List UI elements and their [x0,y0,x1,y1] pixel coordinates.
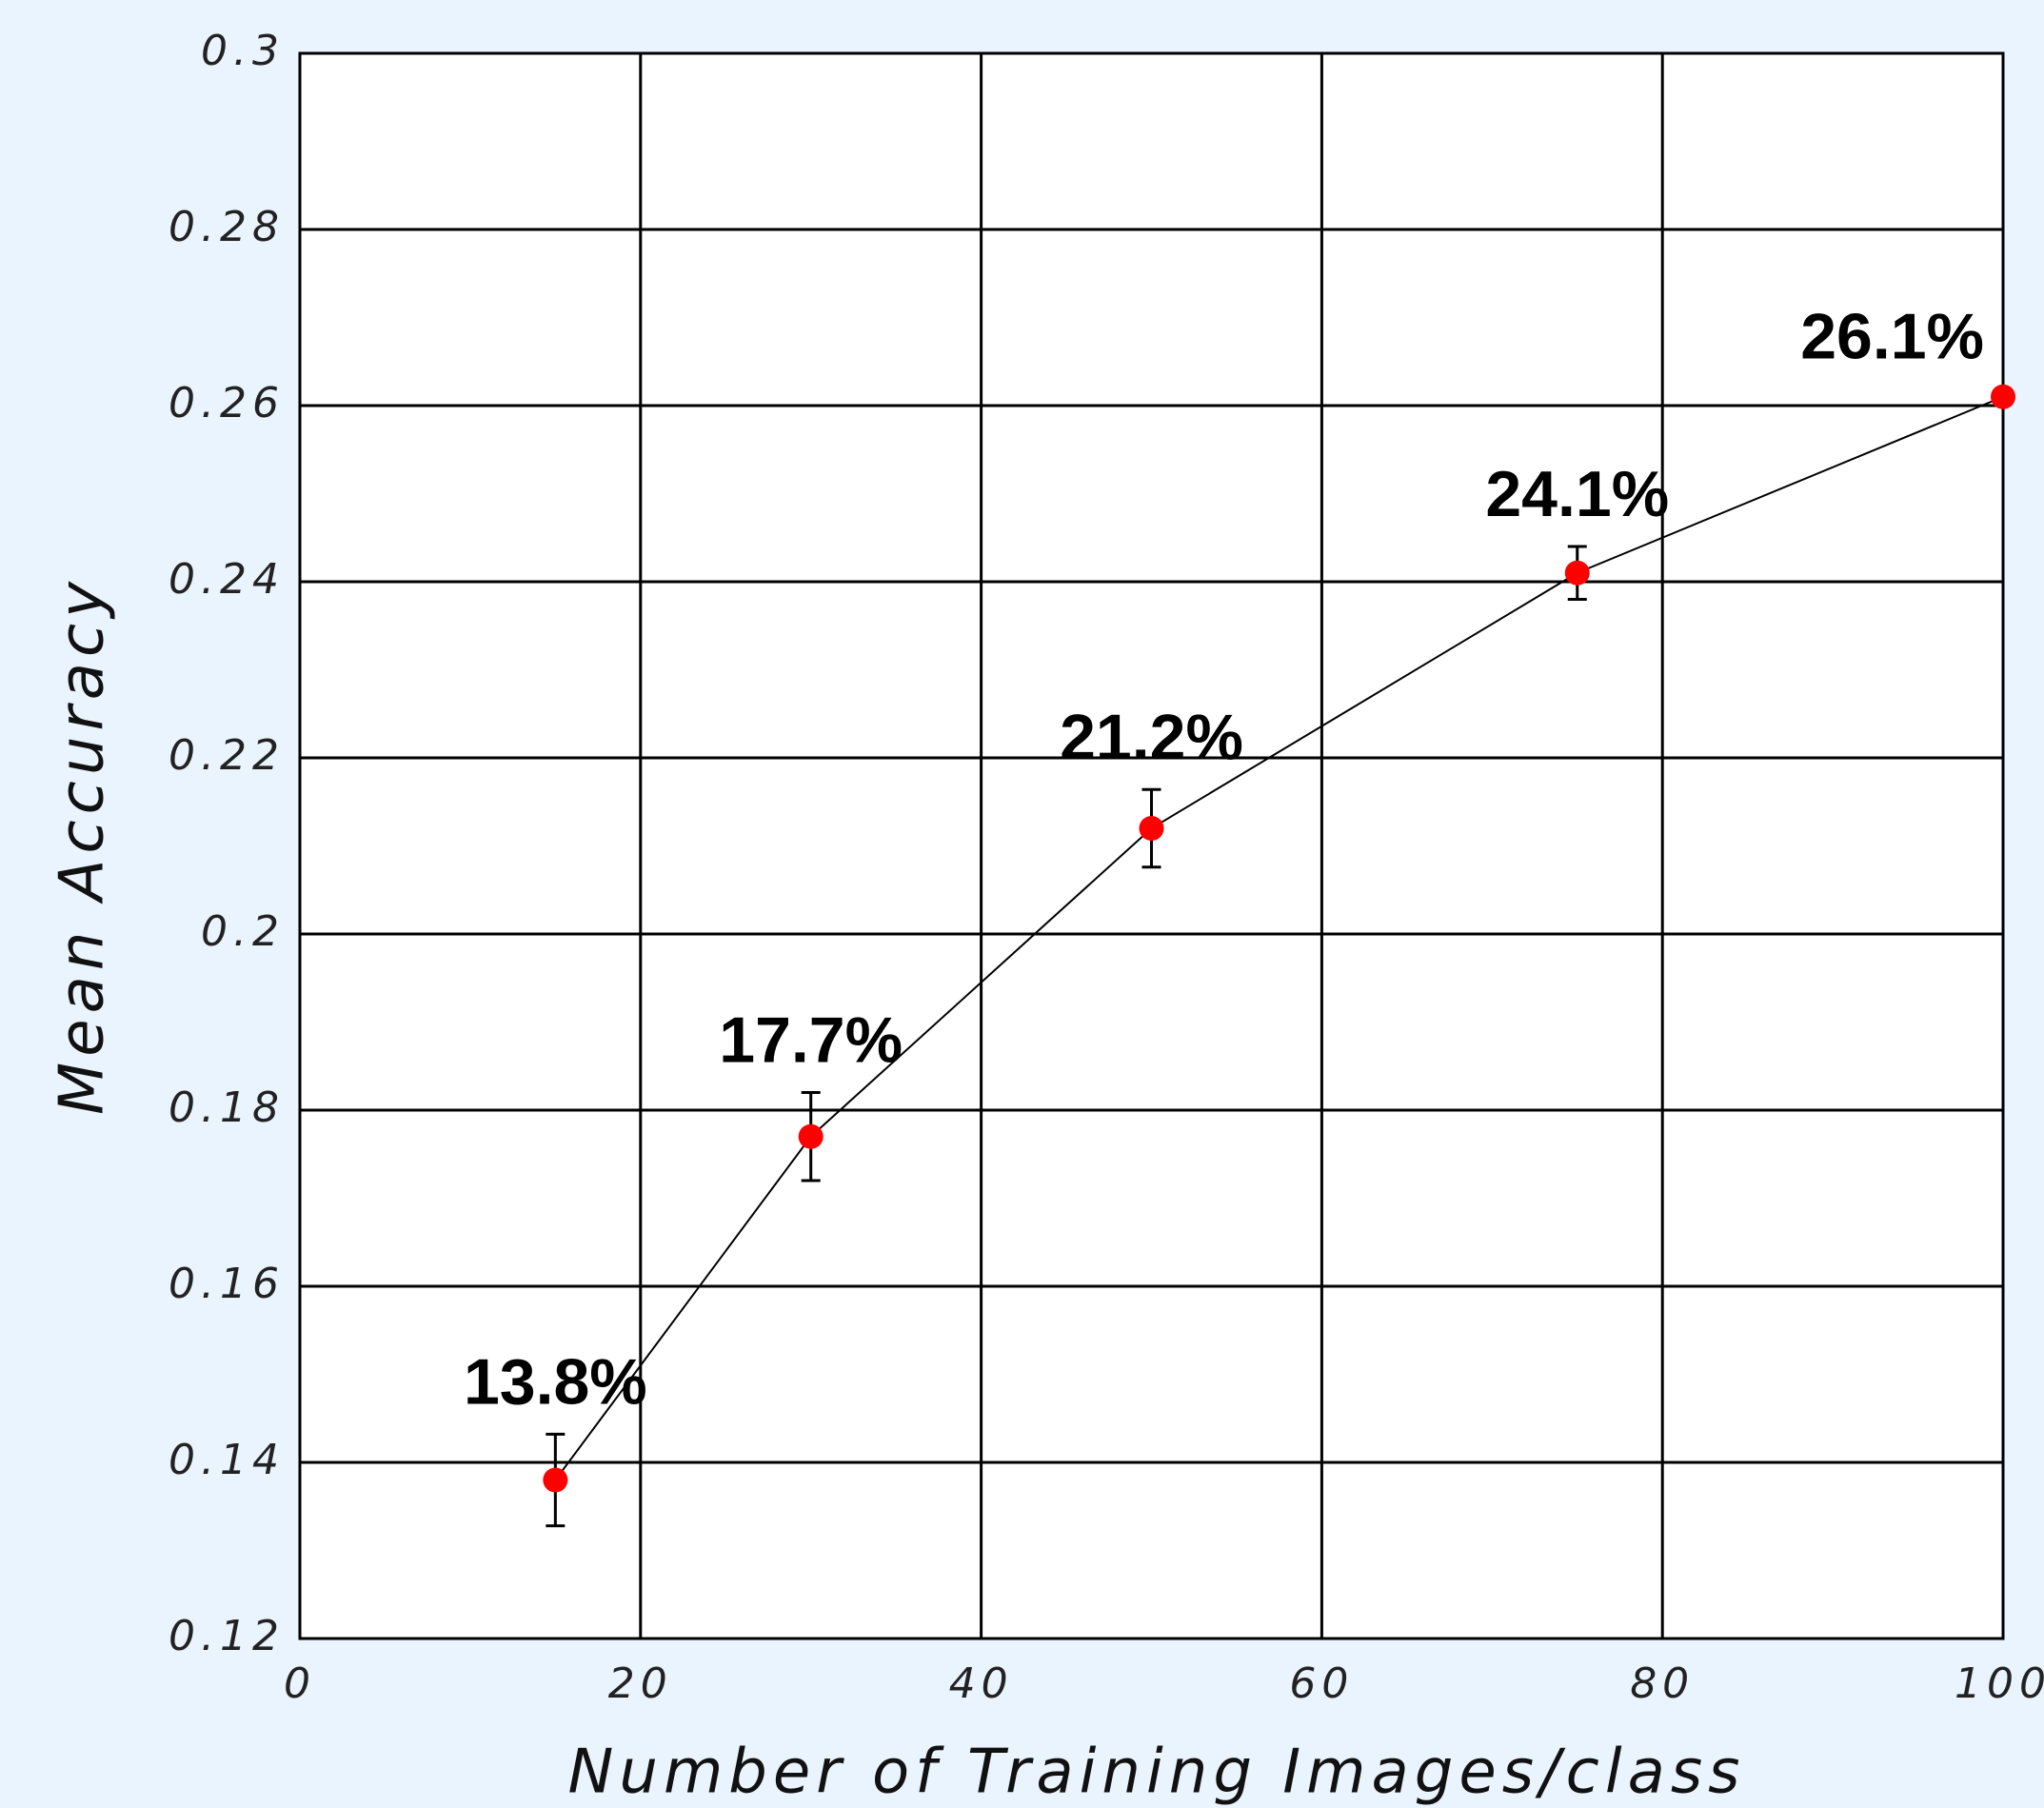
y-axis-label: Mean Accuracy [48,576,118,1115]
point [798,1123,824,1149]
y-tick-label: 0.18 [169,1083,285,1132]
y-tick-label: 0.24 [169,555,285,604]
point [1564,560,1590,586]
x-axis-label: Number of Training Images/class [568,1738,1746,1808]
x-tick-label: 100 [1955,1659,2044,1708]
data-label: 13.8% [464,1345,647,1418]
x-tick-label: 80 [1630,1659,1695,1708]
y-tick-label: 0.16 [169,1260,285,1308]
data-label: 17.7% [719,1003,903,1076]
y-tick-label: 0.22 [169,731,285,780]
point [543,1467,568,1493]
x-tick-label: 60 [1289,1659,1354,1708]
data-label: 21.2% [1060,701,1243,773]
y-tick-label: 0.26 [169,379,285,427]
y-tick-label: 0.3 [201,27,285,75]
x-tick-label: 20 [608,1659,673,1708]
y-tick-label: 0.12 [169,1612,285,1660]
y-tick-label: 0.14 [169,1436,285,1484]
point [1139,816,1164,841]
x-tick-label: 0 [284,1659,316,1708]
x-tick-label: 40 [949,1659,1014,1708]
point [1991,384,2015,409]
data-label: 24.1% [1485,458,1669,530]
data-label: 26.1% [1800,301,1984,373]
y-tick-label: 0.28 [169,203,285,251]
y-tick-label: 0.2 [201,907,285,956]
